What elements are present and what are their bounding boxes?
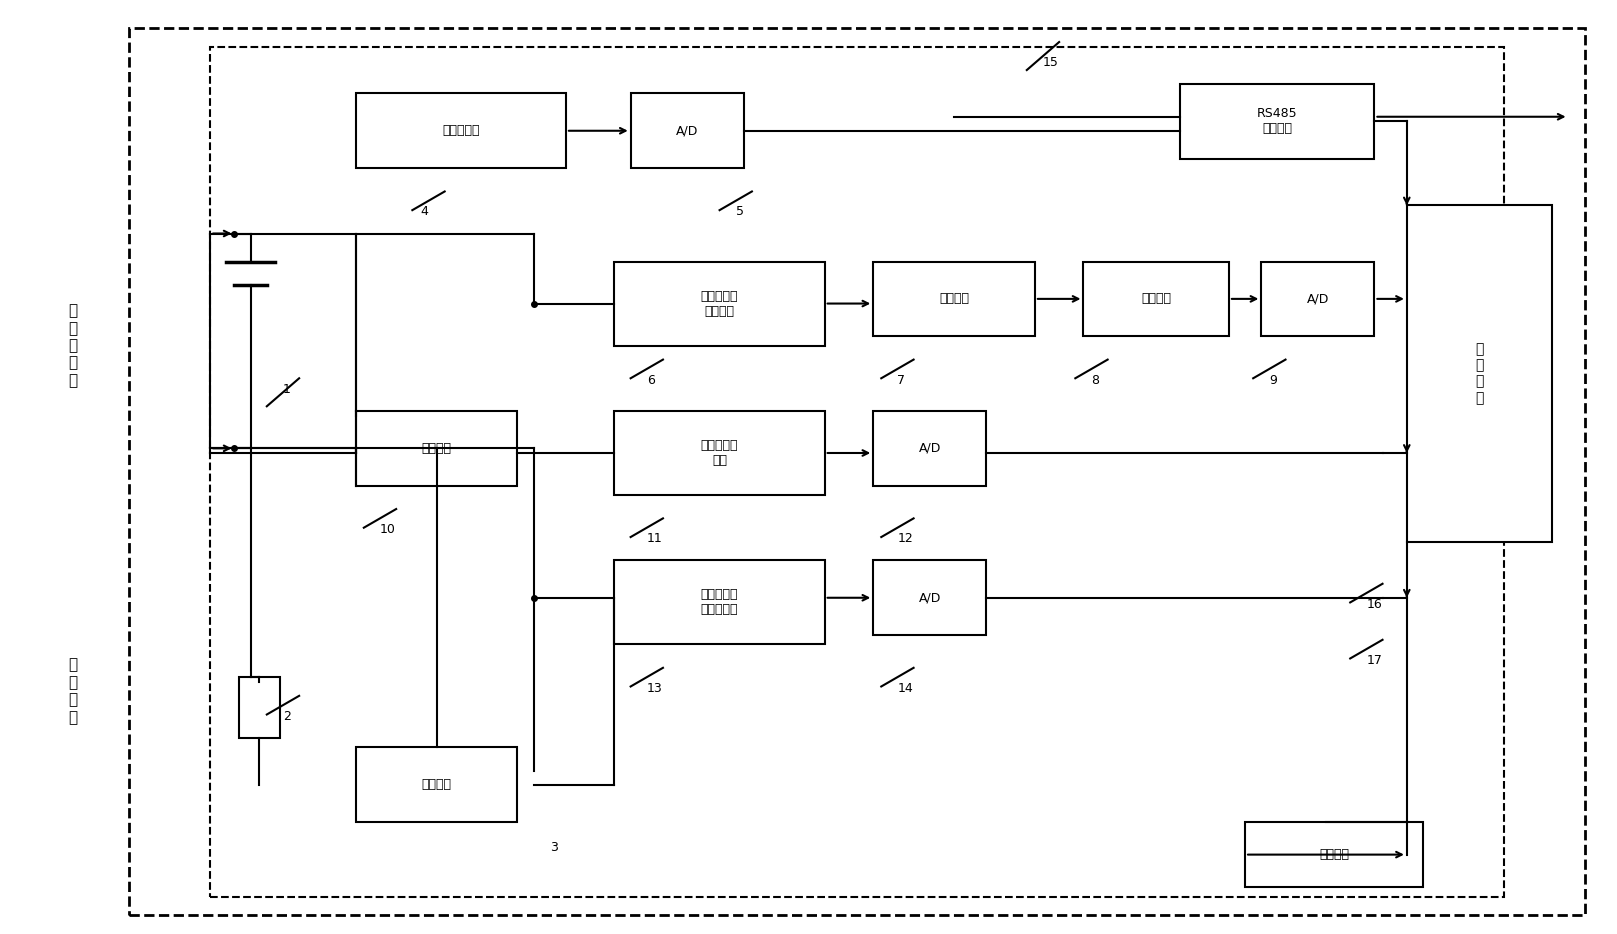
FancyBboxPatch shape <box>1245 822 1423 887</box>
Text: 13: 13 <box>647 682 663 695</box>
Text: 电流控制: 电流控制 <box>422 778 451 791</box>
Text: 待
测
蓄
电
池: 待 测 蓄 电 池 <box>68 304 78 388</box>
Text: 对比电阻响
应信号采样: 对比电阻响 应信号采样 <box>700 588 739 616</box>
FancyBboxPatch shape <box>614 262 825 346</box>
Text: 5: 5 <box>736 205 744 219</box>
FancyBboxPatch shape <box>1083 262 1229 336</box>
Text: 蓄电池响应
信号采样: 蓄电池响应 信号采样 <box>700 290 739 318</box>
Text: 17: 17 <box>1366 654 1383 667</box>
Text: 对
比
电
阻: 对 比 电 阻 <box>68 658 78 725</box>
FancyBboxPatch shape <box>631 93 744 168</box>
Text: A/D: A/D <box>676 124 699 137</box>
Text: 7: 7 <box>897 374 906 387</box>
FancyBboxPatch shape <box>873 262 1035 336</box>
FancyBboxPatch shape <box>1180 84 1374 159</box>
Text: 10: 10 <box>380 523 396 536</box>
Text: 12: 12 <box>897 532 914 545</box>
FancyBboxPatch shape <box>614 411 825 495</box>
Text: 6: 6 <box>647 374 655 387</box>
Text: 16: 16 <box>1366 598 1383 611</box>
FancyBboxPatch shape <box>239 677 280 738</box>
Text: 3: 3 <box>550 841 558 854</box>
Text: 1: 1 <box>283 383 291 396</box>
Text: 8: 8 <box>1091 374 1100 387</box>
Text: 14: 14 <box>897 682 914 695</box>
FancyBboxPatch shape <box>614 560 825 644</box>
Text: 隔离电源: 隔离电源 <box>1319 848 1349 861</box>
Text: A/D: A/D <box>918 591 941 604</box>
Text: 带通滤波: 带通滤波 <box>939 292 969 305</box>
FancyBboxPatch shape <box>1407 205 1552 542</box>
Text: 4: 4 <box>420 205 429 219</box>
Text: 2: 2 <box>283 710 291 723</box>
Text: 微
处
理
器: 微 处 理 器 <box>1475 342 1484 405</box>
Text: 蓄电池电压
采样: 蓄电池电压 采样 <box>700 439 739 467</box>
FancyBboxPatch shape <box>356 411 517 486</box>
FancyBboxPatch shape <box>1261 262 1374 336</box>
FancyBboxPatch shape <box>873 560 986 635</box>
Text: 放大整形: 放大整形 <box>1142 292 1171 305</box>
Text: A/D: A/D <box>1307 292 1329 305</box>
FancyBboxPatch shape <box>356 93 566 168</box>
Text: RS485
总线接口: RS485 总线接口 <box>1256 107 1298 135</box>
Text: 11: 11 <box>647 532 663 545</box>
Text: 分压电路: 分压电路 <box>422 442 451 455</box>
FancyBboxPatch shape <box>356 747 517 822</box>
Text: 15: 15 <box>1043 56 1059 69</box>
Text: A/D: A/D <box>918 442 941 455</box>
Text: 温度传感器: 温度传感器 <box>441 124 480 137</box>
FancyBboxPatch shape <box>873 411 986 486</box>
Text: 9: 9 <box>1269 374 1277 387</box>
